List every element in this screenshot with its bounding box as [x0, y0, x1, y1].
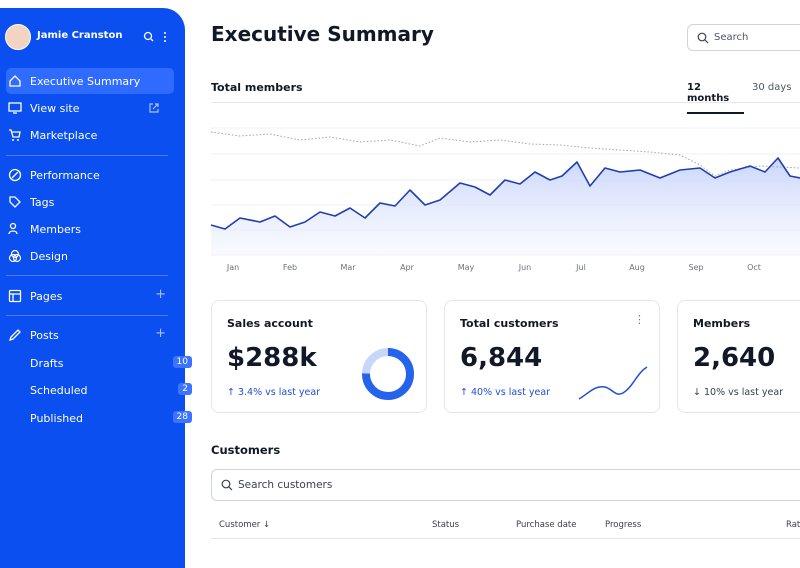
card-change: ↓ 10% vs last year	[693, 387, 784, 398]
nav-label: View site	[30, 101, 80, 115]
stat-card: Members 2,640 ↓ 10% vs last year	[677, 300, 800, 413]
icon	[8, 102, 22, 114]
customer-search[interactable]: Search customers	[211, 469, 800, 501]
nav-label: Executive Summary	[30, 74, 141, 88]
card-title: Members	[693, 317, 751, 330]
nav-item[interactable]: Performance	[6, 162, 174, 188]
tab-divider	[211, 102, 800, 103]
icon	[8, 168, 22, 182]
nav-item[interactable]: View site	[6, 95, 174, 121]
x-axis-label: Oct	[747, 263, 761, 272]
nav-item[interactable]: Pages +	[6, 283, 174, 309]
column-header[interactable]: Customer ↓	[219, 520, 271, 530]
icon	[8, 249, 22, 263]
nav-item[interactable]: Marketplace	[6, 122, 174, 148]
page-title: Executive Summary	[211, 22, 434, 46]
count-badge: 28	[172, 411, 192, 423]
change-text: 40% vs last year	[470, 387, 551, 398]
icon	[8, 329, 21, 342]
x-axis-label: Sep	[688, 263, 704, 272]
divider	[6, 275, 168, 276]
tab[interactable]: 30 days	[752, 82, 792, 93]
column-header[interactable]: Purchase date	[516, 520, 577, 530]
nav-item[interactable]: Published 28	[6, 405, 198, 431]
comparison-line	[210, 131, 800, 177]
x-axis-label: Mar	[340, 263, 356, 272]
x-axis-label: Apr	[400, 263, 414, 272]
x-axis-label: Aug	[629, 263, 645, 272]
search-placeholder: Search	[714, 32, 749, 43]
search-icon	[697, 32, 709, 44]
icon	[8, 289, 22, 303]
card-value: 6,844	[460, 343, 543, 373]
nav-item[interactable]: Scheduled 2	[6, 377, 198, 403]
nav-item[interactable]: Executive Summary	[6, 68, 174, 94]
sidebar: Jamie Cranston Executive Summary View si…	[0, 8, 192, 568]
stat-card: Total customers ⋮ 6,844 ↑ 40% vs last ye…	[444, 300, 660, 413]
nav-label: Marketplace	[30, 128, 98, 142]
members-chart	[210, 127, 800, 256]
column-label: Customer	[219, 520, 261, 530]
nav-label: Drafts	[30, 356, 64, 370]
sparkline	[578, 366, 648, 400]
card-change: ↑ 3.4% vs last year	[227, 387, 321, 398]
divider	[6, 315, 168, 316]
add-icon[interactable]: +	[155, 326, 166, 341]
count-badge: 2	[178, 383, 192, 395]
search-icon	[221, 479, 233, 491]
card-value: 2,640	[693, 343, 776, 373]
card-change: ↑ 40% vs last year	[460, 387, 551, 398]
x-axis-label: Jan	[226, 263, 240, 272]
nav-item[interactable]: Posts +	[6, 322, 174, 348]
card-value: $288k	[227, 343, 317, 373]
row-divider	[211, 538, 800, 539]
x-axis-label: Jun	[518, 263, 532, 272]
nav-label: Scheduled	[30, 383, 88, 397]
search-box[interactable]: Search	[687, 24, 800, 51]
page: {"sidebar": {"user_name": "Jamie Cransto…	[0, 8, 800, 568]
card-menu[interactable]: ⋮	[634, 313, 645, 326]
x-axis-label: Feb	[282, 263, 298, 272]
sidebar-actions[interactable]	[143, 31, 173, 43]
x-axis-label: Jul	[576, 263, 586, 272]
external-icon	[149, 103, 159, 113]
donut	[362, 348, 414, 400]
nav-item[interactable]: Members	[6, 216, 174, 242]
count-badge: 10	[172, 356, 192, 368]
nav-label: Performance	[30, 168, 100, 182]
nav-label: Pages	[30, 289, 63, 303]
icon	[9, 196, 21, 208]
nav-label: Posts	[30, 328, 59, 342]
members-line	[210, 157, 800, 230]
nav-label: Design	[30, 249, 68, 263]
area-fill	[211, 158, 800, 255]
search-placeholder: Search customers	[238, 479, 333, 491]
section-title: Customers	[211, 443, 281, 457]
divider	[6, 155, 168, 156]
icon	[9, 129, 21, 141]
nav-item[interactable]: Design	[6, 243, 174, 269]
x-axis-label: May	[457, 263, 475, 272]
column-header[interactable]: Progress	[605, 520, 642, 530]
nav-label: Tags	[30, 195, 55, 209]
nav-label: Members	[30, 222, 81, 236]
icon	[9, 75, 21, 87]
change-text: 3.4% vs last year	[237, 387, 321, 398]
nav-item[interactable]: Drafts 10	[6, 350, 198, 376]
add-icon[interactable]: +	[155, 287, 166, 302]
tab[interactable]: 12 months	[687, 82, 744, 114]
card-title: Total customers	[460, 317, 559, 330]
user-name[interactable]: Jamie Cranston	[37, 30, 123, 41]
column-header[interactable]: Status	[432, 520, 460, 530]
avatar[interactable]	[5, 24, 31, 50]
icon	[8, 222, 18, 235]
column-header[interactable]: Rating	[786, 520, 800, 530]
stat-card: Sales account $288k ↑ 3.4% vs last year	[211, 300, 427, 413]
card-title: Sales account	[227, 317, 313, 330]
nav-item[interactable]: Tags	[6, 189, 174, 215]
change-text: 10% vs last year	[703, 387, 784, 398]
nav-label: Published	[30, 411, 83, 425]
chart-title: Total members	[211, 81, 303, 94]
